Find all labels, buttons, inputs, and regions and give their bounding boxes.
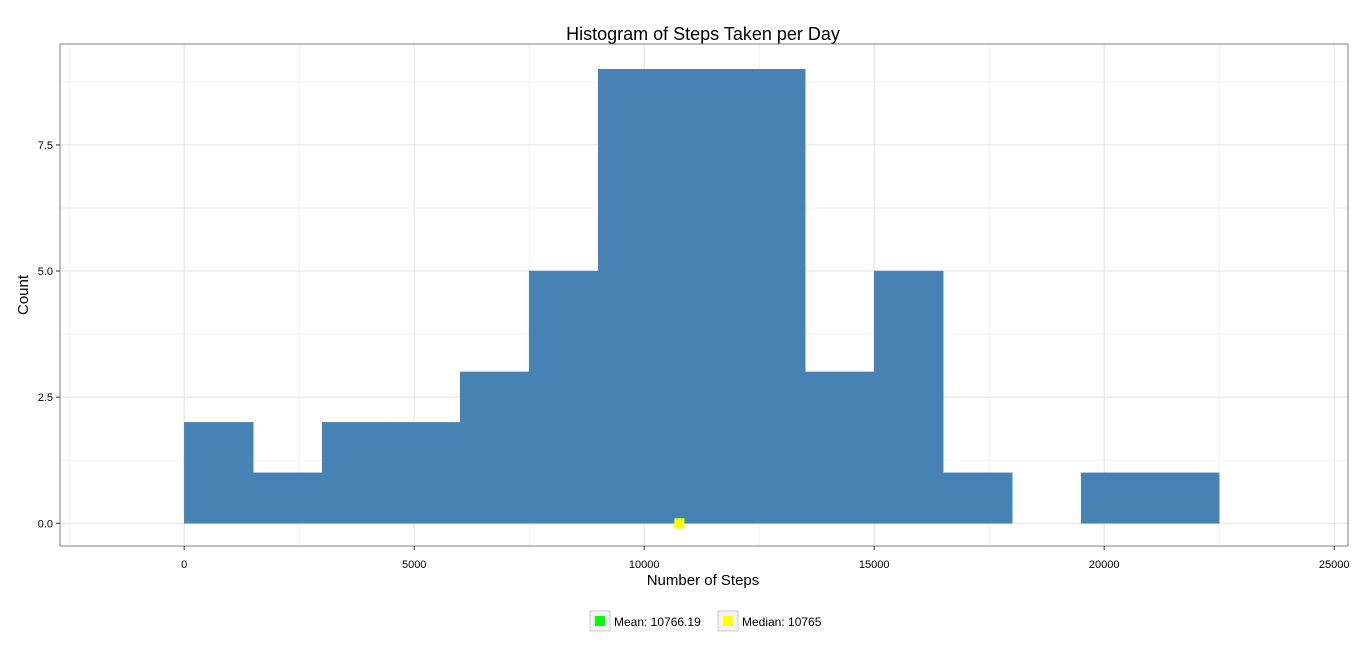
axes-layer: 0 5000 10000 15000 20000 25000 0.0 2.5 5.0 7.5 <box>38 140 1350 571</box>
legend-label: Mean: 10766.19 <box>614 615 701 629</box>
histogram-bar <box>597 68 668 524</box>
histogram-bar <box>804 371 875 524</box>
y-axis-title: Count <box>15 274 32 315</box>
x-tick-label: 20000 <box>1089 559 1120 571</box>
histogram-bar <box>528 270 599 524</box>
bars-layer <box>183 68 1220 524</box>
markers-layer <box>674 518 685 529</box>
x-axis-title: Number of Steps <box>647 572 760 589</box>
x-tick-label: 10000 <box>629 559 660 571</box>
histogram-bar <box>666 68 737 524</box>
x-tick-label: 0 <box>181 559 187 571</box>
y-tick-label: 2.5 <box>38 392 53 404</box>
histogram-bar <box>321 422 392 524</box>
legend-swatch <box>595 616 605 626</box>
histogram-bar <box>390 422 461 524</box>
histogram-bar <box>942 472 1013 524</box>
y-tick-label: 7.5 <box>38 140 53 152</box>
histogram-bar <box>183 422 254 524</box>
y-tick-label: 5.0 <box>38 266 53 278</box>
histogram-bar <box>1080 472 1151 524</box>
histogram-bar <box>873 270 944 524</box>
chart-title: Histogram of Steps Taken per Day <box>566 24 840 44</box>
histogram-bar <box>459 371 530 524</box>
x-tick-label: 5000 <box>402 559 426 571</box>
y-tick-label: 0.0 <box>38 518 53 530</box>
legend-label: Median: 10765 <box>742 615 822 629</box>
histogram-bar <box>735 68 806 524</box>
x-tick-label: 15000 <box>859 559 890 571</box>
panel-border <box>59 43 1349 547</box>
median-marker <box>674 518 685 529</box>
histogram-bar <box>252 472 323 524</box>
histogram-bar <box>1149 472 1220 524</box>
legend: Mean: 10766.19 Median: 10765 <box>589 610 822 632</box>
x-tick-label: 25000 <box>1319 559 1350 571</box>
legend-swatch <box>723 616 733 626</box>
